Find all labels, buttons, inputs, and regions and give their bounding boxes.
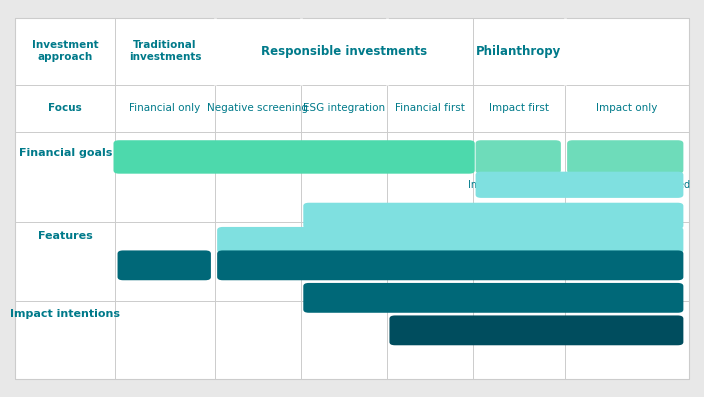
FancyBboxPatch shape — [389, 316, 684, 345]
FancyBboxPatch shape — [476, 140, 561, 173]
Text: Philanthropy: Philanthropy — [477, 45, 562, 58]
FancyBboxPatch shape — [118, 251, 211, 280]
Text: Financial goals: Financial goals — [18, 148, 112, 158]
Text: Impact is intentional, measured and reported: Impact is intentional, measured and repo… — [468, 180, 691, 190]
Text: Target competitive risk-adjusted financial returns: Target competitive risk-adjusted financi… — [365, 211, 622, 221]
Text: Financial only: Financial only — [130, 103, 201, 113]
Text: Contribute to solutions: Contribute to solutions — [477, 326, 596, 335]
FancyBboxPatch shape — [303, 203, 684, 229]
Text: Traditional
investments: Traditional investments — [129, 40, 201, 62]
Text: Accept low
risk-adj returns: Accept low risk-adj returns — [481, 146, 555, 168]
Text: May or do
cause harm: May or do cause harm — [135, 254, 193, 276]
Text: Investment
approach: Investment approach — [32, 40, 99, 62]
Text: Impact first: Impact first — [489, 103, 549, 113]
FancyBboxPatch shape — [217, 227, 684, 253]
Text: Benefit all stakeholders: Benefit all stakeholders — [432, 293, 555, 303]
Text: Accept partial
/ full capital loss: Accept partial / full capital loss — [586, 146, 665, 168]
Text: Impact only: Impact only — [596, 103, 658, 113]
Text: Impact intentions: Impact intentions — [11, 309, 120, 319]
Text: Financial first: Financial first — [395, 103, 465, 113]
Text: Negative screening: Negative screening — [207, 103, 308, 113]
Text: Target competitive risk-adjusted financial returns: Target competitive risk-adjusted financi… — [165, 152, 423, 162]
FancyBboxPatch shape — [15, 18, 689, 379]
FancyBboxPatch shape — [476, 172, 684, 198]
FancyBboxPatch shape — [113, 140, 474, 173]
Text: Features: Features — [38, 231, 93, 241]
Text: Target competitive risk-adjusted financial returns: Target competitive risk-adjusted financi… — [322, 235, 579, 245]
Text: Focus: Focus — [49, 103, 82, 113]
Text: Act to avoid harm: Act to avoid harm — [404, 260, 497, 270]
Text: ESG integration: ESG integration — [303, 103, 385, 113]
Text: Responsible investments: Responsible investments — [261, 45, 427, 58]
FancyBboxPatch shape — [567, 140, 684, 173]
FancyBboxPatch shape — [217, 251, 684, 280]
FancyBboxPatch shape — [303, 283, 684, 313]
